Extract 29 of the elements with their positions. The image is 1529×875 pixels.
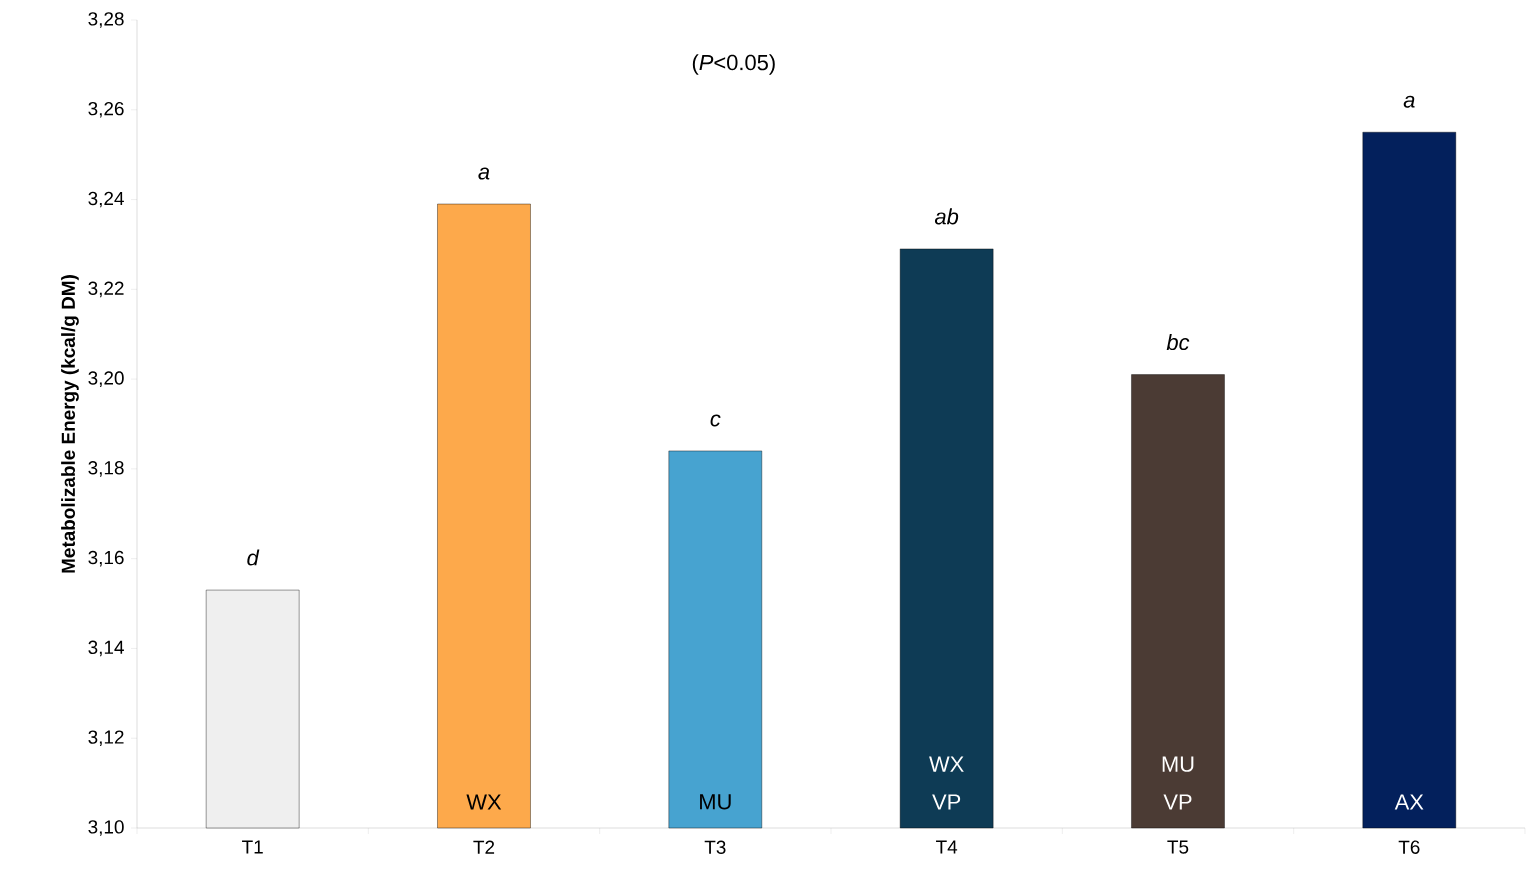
annotation: (P<0.05) <box>692 54 775 75</box>
data-label: bc <box>1166 334 1190 351</box>
y-tick-label: 3,16 <box>88 550 124 567</box>
annotation: AX <box>1394 794 1424 810</box>
annotation: WX VP <box>929 756 964 810</box>
data-label: ab <box>934 208 959 225</box>
x-tick-label: T4 <box>936 840 958 854</box>
annotation: MU VP <box>1162 756 1194 810</box>
y-tick-label: 3,28 <box>88 12 124 28</box>
annotation: WX <box>466 794 502 810</box>
x-tick-label: T3 <box>704 840 726 854</box>
y-tick-label: 3,24 <box>88 191 124 208</box>
y-axis-title: Metabolizable Energy (kcal/g DM) <box>61 275 79 573</box>
data-label: a <box>1403 95 1415 108</box>
x-tick-label: T5 <box>1167 840 1189 854</box>
y-tick-label: 3,14 <box>88 640 124 657</box>
y-tick-label: 3,20 <box>88 371 124 387</box>
y-tick-label: 3,18 <box>88 461 124 477</box>
x-tick-label: T1 <box>242 840 263 854</box>
data-label: c <box>710 414 721 427</box>
annotation: MU <box>700 794 731 810</box>
y-tick-label: 3,22 <box>88 281 124 298</box>
y-tick-label: 3,12 <box>88 730 124 747</box>
x-tick-label: T6 <box>1398 840 1420 854</box>
data-label: a <box>478 167 490 180</box>
data-label: d <box>247 549 260 566</box>
x-tick-label: T2 <box>473 840 495 854</box>
y-tick-label: 3,10 <box>88 820 124 836</box>
y-tick-label: 3,26 <box>88 101 124 118</box>
